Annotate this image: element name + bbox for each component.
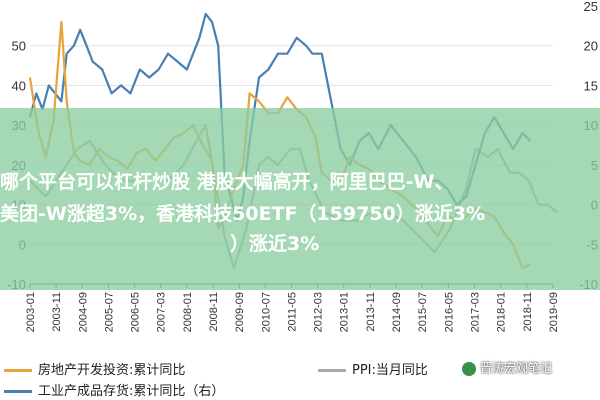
legend-label-inventory: 工业产成品存货:累计同比（右） bbox=[38, 384, 225, 399]
x-tick-label: 2013-01 bbox=[339, 292, 351, 332]
legend-swatch-real-estate bbox=[4, 369, 32, 372]
watermark: 晋涛宏观笔记 bbox=[462, 359, 552, 376]
left-tick-label: 40 bbox=[12, 78, 26, 93]
x-tick-label: 2009-09 bbox=[234, 292, 246, 332]
wechat-icon bbox=[462, 361, 476, 376]
x-tick-label: 2005-07 bbox=[103, 292, 115, 332]
headline-line-1: 哪个平台可以杠杆炒股 港股大幅高开，阿里巴巴-W、 bbox=[0, 171, 454, 193]
legend-item-inventory: 工业产成品存货:累计同比（右） bbox=[4, 380, 224, 399]
right-tick-label: 15 bbox=[584, 78, 598, 93]
x-tick-label: 2008-01 bbox=[182, 292, 194, 332]
legend-swatch-ppi bbox=[318, 369, 346, 372]
legend-label-real-estate: 房地产开发投资:累计同比 bbox=[38, 363, 186, 378]
x-tick-label: 2011-05 bbox=[286, 292, 298, 332]
watermark-text: 晋涛宏观笔记 bbox=[480, 361, 553, 375]
x-tick-label: 2018-01 bbox=[496, 292, 508, 332]
x-tick-label: 2014-09 bbox=[391, 292, 403, 332]
x-tick-label: 2006-05 bbox=[130, 292, 142, 332]
x-tick-label: 2017-03 bbox=[469, 292, 481, 332]
left-tick-label: 50 bbox=[12, 39, 26, 54]
x-tick-label: 2004-09 bbox=[77, 292, 89, 332]
x-tick-label: 2008-11 bbox=[208, 292, 220, 332]
headline-line-3: ）涨近3% bbox=[230, 233, 320, 255]
legend-label-ppi: PPI:当月同比 bbox=[352, 363, 428, 378]
legend-swatch-inventory bbox=[4, 390, 32, 393]
x-tick-label: 2018-11 bbox=[522, 292, 534, 332]
x-tick-label: 2019-09 bbox=[548, 292, 560, 332]
right-tick-label: 20 bbox=[584, 39, 598, 54]
x-axis-ticks: 2003-01 2003-11 2004-09 2005-07 2006-05 2007-… bbox=[25, 284, 560, 332]
x-tick-label: 2016-05 bbox=[443, 292, 455, 332]
legend-item-ppi: PPI:当月同比 bbox=[318, 359, 428, 378]
right-tick-label: 25 bbox=[584, 0, 598, 14]
headline-banner bbox=[0, 108, 600, 290]
x-tick-label: 2013-11 bbox=[365, 292, 377, 332]
legend-item-real-estate: 房地产开发投资:累计同比 bbox=[4, 359, 185, 378]
x-tick-label: 2015-07 bbox=[417, 292, 429, 332]
x-tick-label: 2003-01 bbox=[25, 292, 37, 332]
x-tick-label: 2007-03 bbox=[156, 292, 168, 332]
x-tick-label: 2010-07 bbox=[260, 292, 272, 332]
headline-line-2: 美团-W涨超3%，香港科技50ETF（159750）涨近3% bbox=[0, 203, 486, 225]
x-tick-label: 2003-11 bbox=[51, 292, 63, 332]
x-tick-label: 2012-03 bbox=[313, 292, 325, 332]
